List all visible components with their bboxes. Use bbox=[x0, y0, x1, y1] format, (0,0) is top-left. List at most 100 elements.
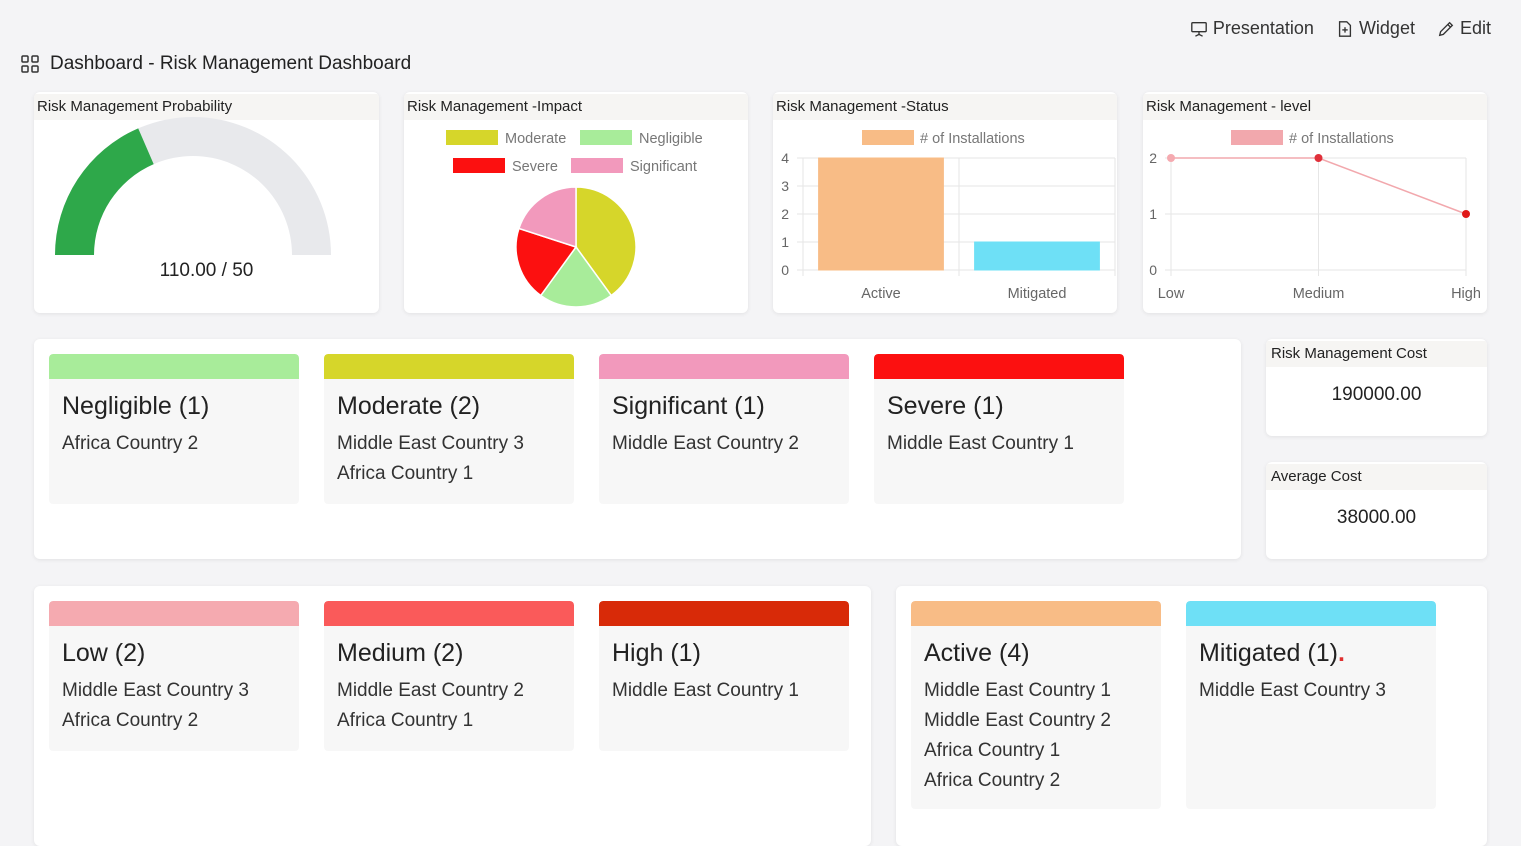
add-widget-icon bbox=[1338, 20, 1352, 37]
level-card-title: Risk Management - level bbox=[1143, 94, 1487, 120]
status-tile: Active (4) Middle East Country 1 Middle Ea… bbox=[911, 601, 1161, 809]
impact-tile-list: Africa Country 2 bbox=[49, 421, 299, 459]
toolbar: Presentation Widget Edit bbox=[1190, 18, 1491, 39]
legend-label-significant: Significant bbox=[630, 159, 697, 175]
list-item: Middle East Country 3 bbox=[1199, 680, 1386, 701]
impact-tile-color-bar bbox=[874, 354, 1124, 379]
level-tile-title: Medium (2) bbox=[337, 639, 464, 667]
level-tile-list: Middle East Country 2 Africa Country 1 bbox=[324, 668, 574, 736]
level-tile-list: Middle East Country 3 Africa Country 2 bbox=[49, 668, 299, 736]
average-cost-card: Average Cost 38000.00 bbox=[1266, 462, 1487, 559]
level-card: Risk Management - level # of Installatio… bbox=[1143, 92, 1487, 313]
legend-swatch-severe bbox=[453, 158, 505, 173]
level-tile-title: Low (2) bbox=[62, 639, 146, 667]
y-tick-label: 2 bbox=[781, 206, 789, 222]
status-tile: Mitigated (1). Middle East Country 3 bbox=[1186, 601, 1436, 809]
x-tick-label-high: High bbox=[1451, 286, 1481, 302]
list-item: Middle East Country 1 bbox=[924, 680, 1111, 701]
data-point-high bbox=[1462, 210, 1470, 218]
pie-slice-severe bbox=[515, 227, 578, 297]
list-item: Middle East Country 1 bbox=[612, 680, 799, 701]
pie-slice-significant bbox=[517, 186, 577, 249]
status-tile-color-bar bbox=[911, 601, 1161, 626]
legend-label-installations: # of Installations bbox=[1289, 131, 1394, 147]
impact-tile-color-bar bbox=[324, 354, 574, 379]
list-item: Africa Country 2 bbox=[62, 710, 199, 731]
level-tile: Medium (2) Middle East Country 2 Africa Co… bbox=[324, 601, 574, 751]
widget-label: Widget bbox=[1358, 18, 1415, 38]
y-tick-label: 1 bbox=[781, 234, 789, 250]
status-tile-list: Middle East Country 1 Middle East Country… bbox=[911, 668, 1161, 796]
status-tiles-panel: Active (4) Middle East Country 1 Middle Ea… bbox=[896, 586, 1487, 846]
impact-tile-color-bar bbox=[49, 354, 299, 379]
impact-tile: Negligible (1) Africa Country 2 bbox=[49, 354, 299, 504]
widget-button[interactable]: Widget bbox=[1336, 18, 1415, 39]
list-item: Middle East Country 2 bbox=[924, 710, 1111, 731]
list-item: Africa Country 1 bbox=[337, 710, 474, 731]
gauge-fill bbox=[55, 128, 154, 255]
x-tick-label-mitigated: Mitigated bbox=[1008, 286, 1067, 302]
status-tile-color-bar bbox=[1186, 601, 1436, 626]
impact-tile-title: Significant (1) bbox=[612, 392, 765, 420]
x-tick-label-active: Active bbox=[861, 286, 901, 302]
probability-value: 110.00 / 50 bbox=[159, 260, 254, 281]
list-item: Middle East Country 2 bbox=[337, 680, 524, 701]
y-tick-label: 3 bbox=[781, 178, 789, 194]
legend-swatch-moderate bbox=[446, 130, 498, 145]
status-card-title: Risk Management -Status bbox=[773, 94, 1117, 120]
legend-swatch-significant bbox=[571, 158, 623, 173]
impact-tile: Significant (1) Middle East Country 2 bbox=[599, 354, 849, 504]
page-title-text: Dashboard - Risk Management Dashboard bbox=[50, 53, 412, 74]
cost-value: 190000.00 bbox=[1331, 384, 1422, 405]
impact-tile-list: Middle East Country 2 bbox=[599, 421, 849, 459]
data-point-medium bbox=[1314, 154, 1323, 162]
level-tiles-panel: Low (2) Middle East Country 3 Africa Count… bbox=[34, 586, 871, 846]
pie-slice-moderate bbox=[575, 186, 637, 297]
level-line-chart: # of Installations 0 1 2 Low Medium High bbox=[1149, 130, 1481, 302]
list-item: Middle East Country 3 bbox=[337, 433, 524, 454]
level-tile-title: High (1) bbox=[612, 639, 701, 667]
probability-card: Risk Management Probability 110.00 / 50 bbox=[34, 92, 379, 313]
y-tick-label: 0 bbox=[1149, 262, 1157, 278]
pencil-icon bbox=[1438, 21, 1454, 36]
status-tile-title: Mitigated (1). bbox=[1199, 639, 1345, 667]
list-item: Africa Country 1 bbox=[924, 740, 1061, 761]
list-item: Africa Country 2 bbox=[62, 433, 199, 454]
bar-active bbox=[818, 157, 944, 271]
presentation-icon bbox=[1190, 21, 1207, 37]
dashboard-grid-icon bbox=[21, 55, 39, 73]
cost-card-title: Risk Management Cost bbox=[1266, 341, 1487, 367]
list-item: Middle East Country 3 bbox=[62, 680, 249, 701]
impact-pie-chart: Moderate Negligible Severe Significant bbox=[446, 130, 703, 308]
marker-dot: . bbox=[1337, 639, 1345, 667]
impact-tile-color-bar bbox=[599, 354, 849, 379]
status-tile-title: Active (4) bbox=[924, 639, 1030, 667]
x-tick-label-medium: Medium bbox=[1293, 286, 1345, 302]
presentation-label: Presentation bbox=[1212, 18, 1314, 38]
data-point-low bbox=[1167, 154, 1175, 162]
legend-swatch-negligible bbox=[580, 130, 632, 145]
impact-tile-title: Moderate (2) bbox=[337, 392, 481, 420]
legend-label-negligible: Negligible bbox=[639, 131, 703, 147]
list-item: Africa Country 2 bbox=[924, 770, 1061, 791]
level-tile-color-bar bbox=[599, 601, 849, 626]
probability-card-title: Risk Management Probability bbox=[34, 94, 379, 120]
y-tick-label: 4 bbox=[781, 150, 789, 166]
level-tile: Low (2) Middle East Country 3 Africa Count… bbox=[49, 601, 299, 751]
edit-button[interactable]: Edit bbox=[1437, 18, 1491, 39]
y-tick-label: 1 bbox=[1149, 206, 1157, 222]
impact-tiles-panel: Negligible (1) Africa Country 2 Moderate (… bbox=[34, 339, 1241, 559]
edit-label: Edit bbox=[1459, 18, 1491, 38]
pie-slice-negligible bbox=[539, 245, 613, 308]
impact-tile-title: Negligible (1) bbox=[62, 392, 210, 420]
level-tile-color-bar bbox=[49, 601, 299, 626]
impact-tile: Severe (1) Middle East Country 1 bbox=[874, 354, 1124, 504]
impact-card: Risk Management -Impact Moderate Negligib… bbox=[404, 92, 748, 313]
presentation-button[interactable]: Presentation bbox=[1190, 18, 1314, 39]
y-tick-label: 2 bbox=[1149, 150, 1157, 166]
list-item: Middle East Country 2 bbox=[612, 433, 799, 454]
status-tile-list: Middle East Country 3 bbox=[1186, 668, 1436, 706]
impact-tile-list: Middle East Country 1 bbox=[874, 421, 1124, 459]
average-cost-value: 38000.00 bbox=[1336, 507, 1417, 528]
status-card: Risk Management -Status # of Installatio… bbox=[773, 92, 1117, 313]
